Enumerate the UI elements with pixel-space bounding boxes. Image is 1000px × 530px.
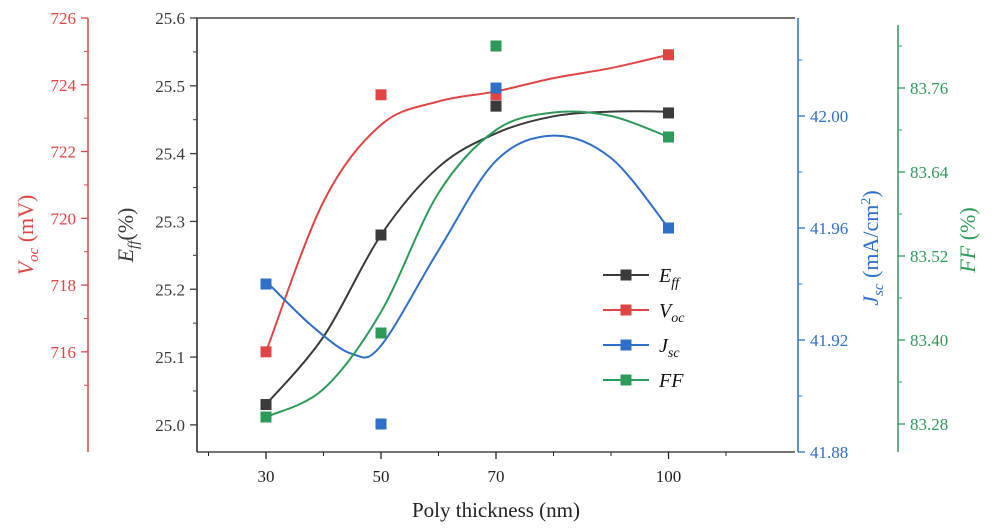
ff-marker <box>375 327 387 339</box>
ff-marker <box>663 131 674 143</box>
voc-tick-label: 718 <box>51 276 77 295</box>
eff-tick-label: 25.3 <box>155 212 185 231</box>
jsc-axis-title: Jsc (mA/cm2) <box>858 190 887 305</box>
ff-tick-label: 83.52 <box>910 247 948 266</box>
eff-tick-label: 25.6 <box>155 9 185 28</box>
legend-label-jsc: Jsc <box>659 335 680 361</box>
legend-marker-jsc <box>620 339 632 351</box>
ff-axis-title: FF (%) <box>955 207 980 273</box>
ff-marker <box>260 411 272 423</box>
ff-tick-label: 83.64 <box>910 163 949 182</box>
ff-tick-label: 83.76 <box>910 79 948 98</box>
eff-tick-label: 25.4 <box>155 145 185 164</box>
jsc-tick-label: 42.00 <box>810 107 848 126</box>
legend-label-eff: Eff <box>658 265 681 291</box>
x-tick-label: 30 <box>258 467 275 486</box>
jsc-marker <box>260 278 272 290</box>
voc-tick-label: 716 <box>51 343 77 362</box>
legend-label-ff: FF <box>658 370 684 392</box>
jsc-tick-label: 41.96 <box>810 219 848 238</box>
jsc-marker <box>375 418 387 430</box>
jsc-fit-line <box>265 134 670 359</box>
x-tick-label: 50 <box>373 467 390 486</box>
voc-marker <box>490 89 502 101</box>
legend-label-voc: Voc <box>659 300 685 326</box>
eff-tick-label: 25.0 <box>155 416 185 435</box>
voc-tick-label: 724 <box>51 76 77 95</box>
jsc-tick-label: 41.88 <box>810 443 848 462</box>
legend-marker-eff <box>620 269 632 281</box>
ff-tick-label: 83.28 <box>910 415 948 434</box>
ff-tick-label: 83.40 <box>910 331 948 350</box>
voc-axis-title: Voc (mV) <box>13 195 42 276</box>
voc-tick-label: 720 <box>51 209 77 228</box>
voc-marker <box>375 89 387 101</box>
eff-marker <box>663 107 674 119</box>
eff-marker <box>375 229 387 241</box>
eff-tick-label: 25.1 <box>155 348 185 367</box>
voc-marker <box>663 49 674 61</box>
eff-axis-title: Eff(%) <box>113 208 142 264</box>
eff-marker <box>490 100 502 112</box>
eff-tick-label: 25.2 <box>155 280 185 299</box>
x-axis-title: Poly thickness (nm) <box>412 498 580 522</box>
eff-marker <box>260 399 272 411</box>
jsc-tick-label: 41.92 <box>810 331 848 350</box>
ff-marker <box>490 40 502 52</box>
x-tick-label: 100 <box>656 467 682 486</box>
x-tick-label: 70 <box>488 467 505 486</box>
jsc-marker <box>663 222 674 234</box>
voc-marker <box>260 346 272 358</box>
eff-tick-label: 25.5 <box>155 77 185 96</box>
voc-fit-line <box>265 53 669 353</box>
jsc-marker <box>490 82 502 94</box>
voc-tick-label: 722 <box>51 143 77 162</box>
ff-fit-line <box>265 110 669 418</box>
voc-tick-label: 726 <box>51 9 77 28</box>
legend-marker-ff <box>620 374 632 386</box>
legend-marker-voc <box>620 304 632 316</box>
